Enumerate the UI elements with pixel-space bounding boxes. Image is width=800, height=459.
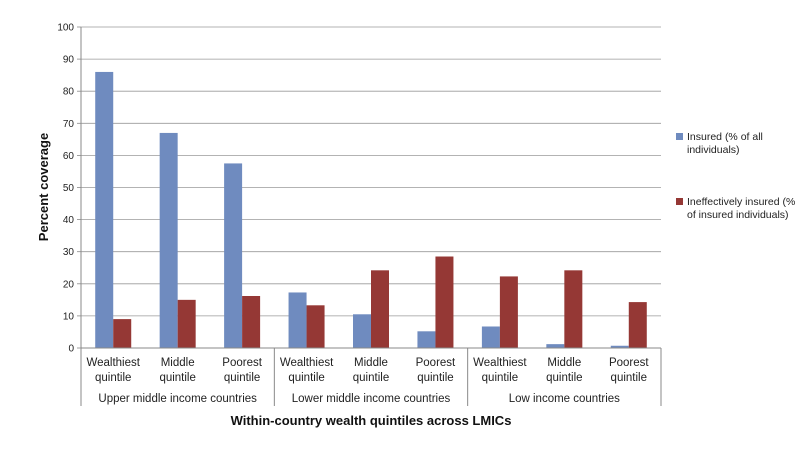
x-axis-groups: Upper middle income countries Lower middl… <box>80 348 662 406</box>
x-tick-label: Poorest quintile <box>609 357 649 384</box>
legend-label: Ineffectively insured (% of insured indiv… <box>687 196 795 221</box>
bar-series-1 <box>353 314 371 348</box>
bar-series-1 <box>417 331 436 348</box>
x-tick-label: Poorest quintile <box>416 357 456 384</box>
x-tick-label: Poorest quintile <box>222 357 262 384</box>
bar-series-1 <box>610 345 629 348</box>
legend: Insured (% of all individuals) Ineffective… <box>676 131 795 221</box>
axes <box>80 27 661 349</box>
bar-series-1 <box>224 163 243 348</box>
y-tick-label: 70 <box>63 119 75 130</box>
bar-series-2 <box>499 276 518 348</box>
bar-series-2 <box>113 319 132 348</box>
y-tick-label: 80 <box>63 87 75 98</box>
x-axis-categories: Wealthiest quintile Middle quintile Poorest q… <box>86 357 649 384</box>
y-axis-title: Percent coverage <box>36 133 51 241</box>
x-group-label: Upper middle income countries <box>98 393 257 405</box>
y-tick-label: 90 <box>63 55 75 66</box>
bar-series-2 <box>435 256 454 348</box>
bar-series-1 <box>546 344 565 348</box>
bar-series-2 <box>564 270 583 348</box>
x-group-label: Lower middle income countries <box>292 393 451 405</box>
bar-series-2 <box>628 302 647 348</box>
y-tick-label: 50 <box>63 183 75 194</box>
x-tick-label: Middle quintile <box>546 357 582 384</box>
bar-series-2 <box>371 270 389 348</box>
y-tick-label: 20 <box>63 279 75 290</box>
legend-swatch <box>676 198 683 205</box>
bar-series-1 <box>95 71 114 348</box>
bar-series-1 <box>288 292 307 348</box>
x-tick-label: Wealthiest quintile <box>280 357 334 384</box>
y-tick-label: 40 <box>63 215 75 226</box>
y-tick-label: 0 <box>68 344 74 355</box>
bar-series-1 <box>481 326 500 348</box>
bar-series-2 <box>242 295 261 348</box>
y-tick-label: 10 <box>63 311 75 322</box>
y-tick-label: 100 <box>57 23 74 34</box>
x-tick-label: Wealthiest quintile <box>473 357 527 384</box>
bar-series-2 <box>177 299 196 348</box>
legend-label: Insured (% of all individuals) <box>687 131 763 156</box>
bar-series-2 <box>306 305 325 348</box>
y-tick-label: 60 <box>63 151 75 162</box>
legend-swatch <box>676 133 683 140</box>
x-tick-label: Middle quintile <box>159 357 195 384</box>
x-tick-label: Wealthiest quintile <box>86 357 140 384</box>
bar-series-1 <box>159 132 178 348</box>
x-group-label: Low income countries <box>509 393 620 405</box>
bars <box>95 71 647 348</box>
x-tick-label: Middle quintile <box>353 357 389 384</box>
y-axis-ticks: 0 10 20 30 40 50 60 70 80 90 100 <box>57 23 81 355</box>
y-tick-label: 30 <box>63 247 75 258</box>
x-axis-title: Within-country wealth quintiles across L… <box>231 413 512 428</box>
